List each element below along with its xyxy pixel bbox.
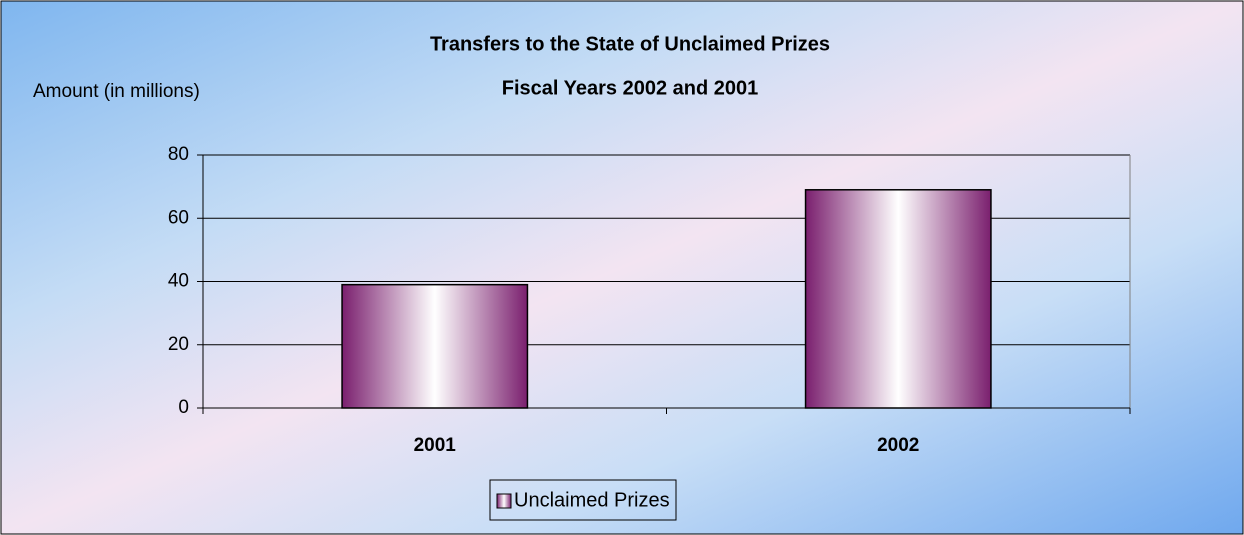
- y-axis-label: Amount (in millions): [33, 81, 200, 102]
- legend-label: Unclaimed Prizes: [514, 489, 670, 511]
- chart-subtitle: Fiscal Years 2002 and 2001: [502, 77, 759, 99]
- legend-box: [489, 479, 677, 521]
- legend-swatch: [496, 493, 512, 509]
- y-tick-label: 80: [168, 144, 189, 165]
- bar: [341, 283, 529, 409]
- x-tick-label: 2001: [414, 435, 457, 456]
- chart-title: Transfers to the State of Unclaimed Priz…: [430, 33, 830, 55]
- bar: [804, 189, 992, 409]
- y-tick-label: 20: [168, 334, 189, 355]
- x-tick-label: 2002: [877, 435, 919, 456]
- y-tick-label: 60: [168, 207, 189, 228]
- y-tick-label: 0: [178, 397, 189, 418]
- y-tick-label: 40: [168, 271, 189, 292]
